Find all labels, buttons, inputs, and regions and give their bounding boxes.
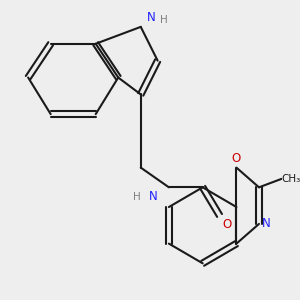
Text: N: N bbox=[262, 218, 271, 230]
Text: CH₃: CH₃ bbox=[281, 174, 300, 184]
Text: O: O bbox=[222, 218, 232, 231]
Text: N: N bbox=[146, 11, 155, 24]
Text: H: H bbox=[133, 191, 141, 202]
Text: H: H bbox=[160, 16, 168, 26]
Text: O: O bbox=[232, 152, 241, 165]
Text: N: N bbox=[149, 190, 158, 203]
